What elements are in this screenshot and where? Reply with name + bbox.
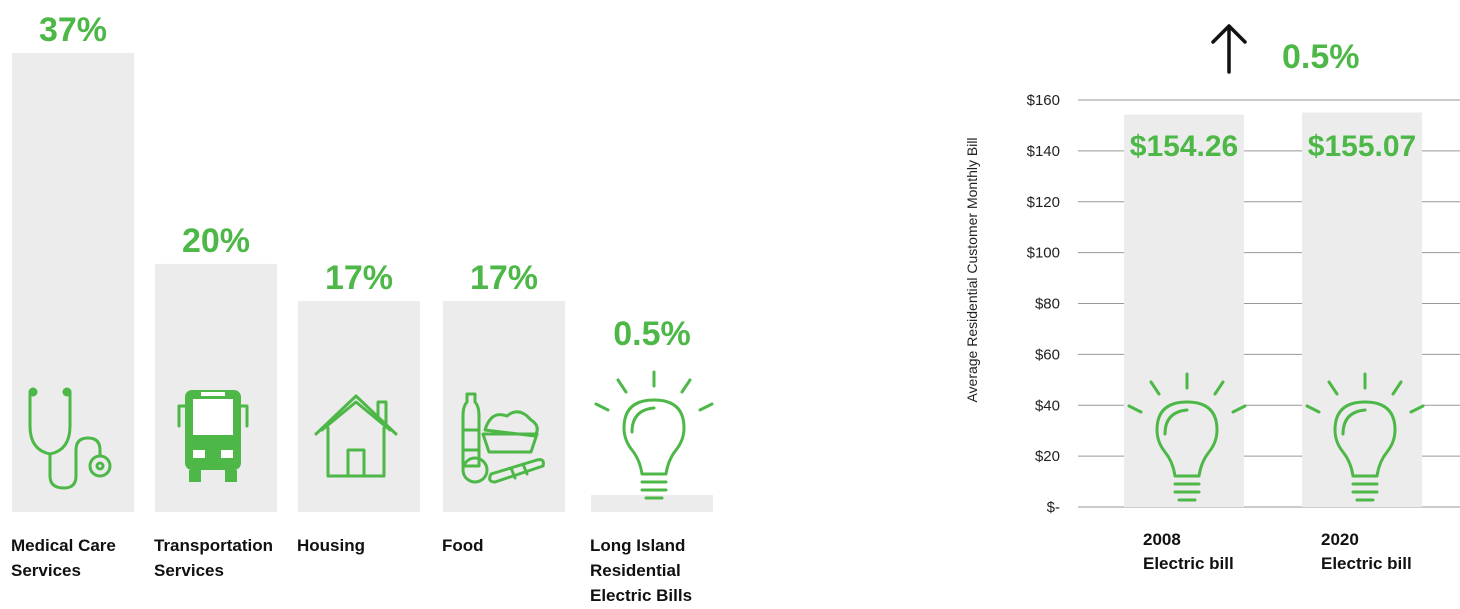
category-change-bar-chart: 37% Medical Care Services 20% Transportation… xyxy=(11,11,714,605)
category-label: Electric bill xyxy=(1321,554,1412,573)
lightbulb-glass xyxy=(1333,400,1397,478)
y-tick-label: $120 xyxy=(1027,194,1060,211)
bar-value-label: 0.5% xyxy=(613,315,691,353)
y-tick-label: $60 xyxy=(1035,346,1060,363)
category-label: Transportation xyxy=(154,536,273,555)
groceries-leaves xyxy=(483,410,539,438)
groceries-carrot-lines xyxy=(509,462,529,480)
y-tick-label: $20 xyxy=(1035,448,1060,465)
bus-headlight xyxy=(193,450,205,458)
category-label: Medical Care xyxy=(11,536,116,555)
lightbulb-glass xyxy=(622,398,686,476)
category-label: 2008 xyxy=(1143,530,1181,549)
house-roof xyxy=(314,394,398,436)
bill-bar-1 xyxy=(1124,114,1244,507)
y-tick-label: $40 xyxy=(1035,397,1060,414)
bus-wheel xyxy=(225,470,237,482)
groceries-tomato xyxy=(461,456,489,484)
lightbulb-rays xyxy=(594,370,714,412)
lightbulb-base xyxy=(640,480,668,500)
arrow-shape xyxy=(1211,24,1247,74)
bus-windshield xyxy=(193,399,233,435)
stethoscope-chestpiece xyxy=(88,454,112,478)
bar-value-label: 17% xyxy=(325,259,393,297)
category-label: Electric bill xyxy=(1143,554,1234,573)
lightbulb-icon xyxy=(1127,372,1247,502)
stethoscope-icon xyxy=(28,387,112,490)
category-label: Services xyxy=(11,561,81,580)
bill-value-label: $154.26 xyxy=(1130,130,1238,163)
bar-3 xyxy=(298,301,420,512)
category-label: Electric Bills xyxy=(590,586,692,605)
groceries-bottle-label xyxy=(461,428,481,452)
lightbulb-rays xyxy=(1305,372,1425,414)
house-icon xyxy=(314,394,398,478)
bus-headlight xyxy=(221,450,233,458)
y-tick-label: $100 xyxy=(1027,245,1060,262)
bar-2 xyxy=(155,263,277,512)
groceries-basket xyxy=(481,432,539,454)
y-axis-label: Average Residential Customer Monthly Bil… xyxy=(964,137,980,402)
house-door xyxy=(346,448,366,478)
bar-5 xyxy=(591,495,713,512)
lightbulb-icon xyxy=(594,370,714,500)
bus-icon xyxy=(177,390,249,482)
stethoscope-earpiece xyxy=(28,387,38,397)
category-label: Services xyxy=(154,561,224,580)
y-tick-label: $- xyxy=(1047,499,1060,516)
category-label: Housing xyxy=(297,536,365,555)
bar-value-label: 17% xyxy=(470,259,538,297)
lightbulb-base xyxy=(1173,482,1201,502)
bus-sign xyxy=(201,392,225,396)
lightbulb-base xyxy=(1351,482,1379,502)
house-walls xyxy=(326,426,386,478)
house-chimney xyxy=(376,400,388,428)
bar-1 xyxy=(12,53,134,512)
bus-mirrors xyxy=(177,404,249,428)
category-label: 2020 xyxy=(1321,530,1359,549)
y-tick-label: $80 xyxy=(1035,296,1060,313)
lightbulb-highlight xyxy=(1341,408,1367,436)
lightbulb-highlight xyxy=(1163,408,1189,436)
electric-bill-bar-chart: $- $20 $40 $60 $80 $100 $120 $140 $160 Average Re… xyxy=(964,24,1460,573)
lightbulb-icon xyxy=(1305,372,1425,502)
groceries-icon xyxy=(461,392,545,484)
stethoscope-hose xyxy=(48,436,102,490)
lightbulb-rays xyxy=(1127,372,1247,414)
bill-value-label: $155.07 xyxy=(1308,130,1416,163)
lightbulb-glass xyxy=(1155,400,1219,478)
arrow-up-icon xyxy=(1211,24,1247,74)
change-annotation: 0.5% xyxy=(1282,38,1360,76)
house-roof-inner xyxy=(320,400,392,432)
groceries-bottle xyxy=(461,392,481,468)
bus-wheel xyxy=(189,470,201,482)
lightbulb-highlight xyxy=(630,406,656,434)
category-label: Residential xyxy=(590,561,681,580)
category-label: Food xyxy=(442,536,484,555)
stethoscope-earpiece xyxy=(62,387,72,397)
y-tick-label: $160 xyxy=(1027,92,1060,109)
groceries-carrot xyxy=(488,458,545,484)
category-label: Long Island xyxy=(590,536,685,555)
stethoscope-chestpiece-center xyxy=(95,461,105,471)
bar-value-label: 37% xyxy=(39,11,107,49)
bar-value-label: 20% xyxy=(182,222,250,260)
y-tick-label: $140 xyxy=(1027,143,1060,160)
bill-bar-2 xyxy=(1302,112,1422,508)
